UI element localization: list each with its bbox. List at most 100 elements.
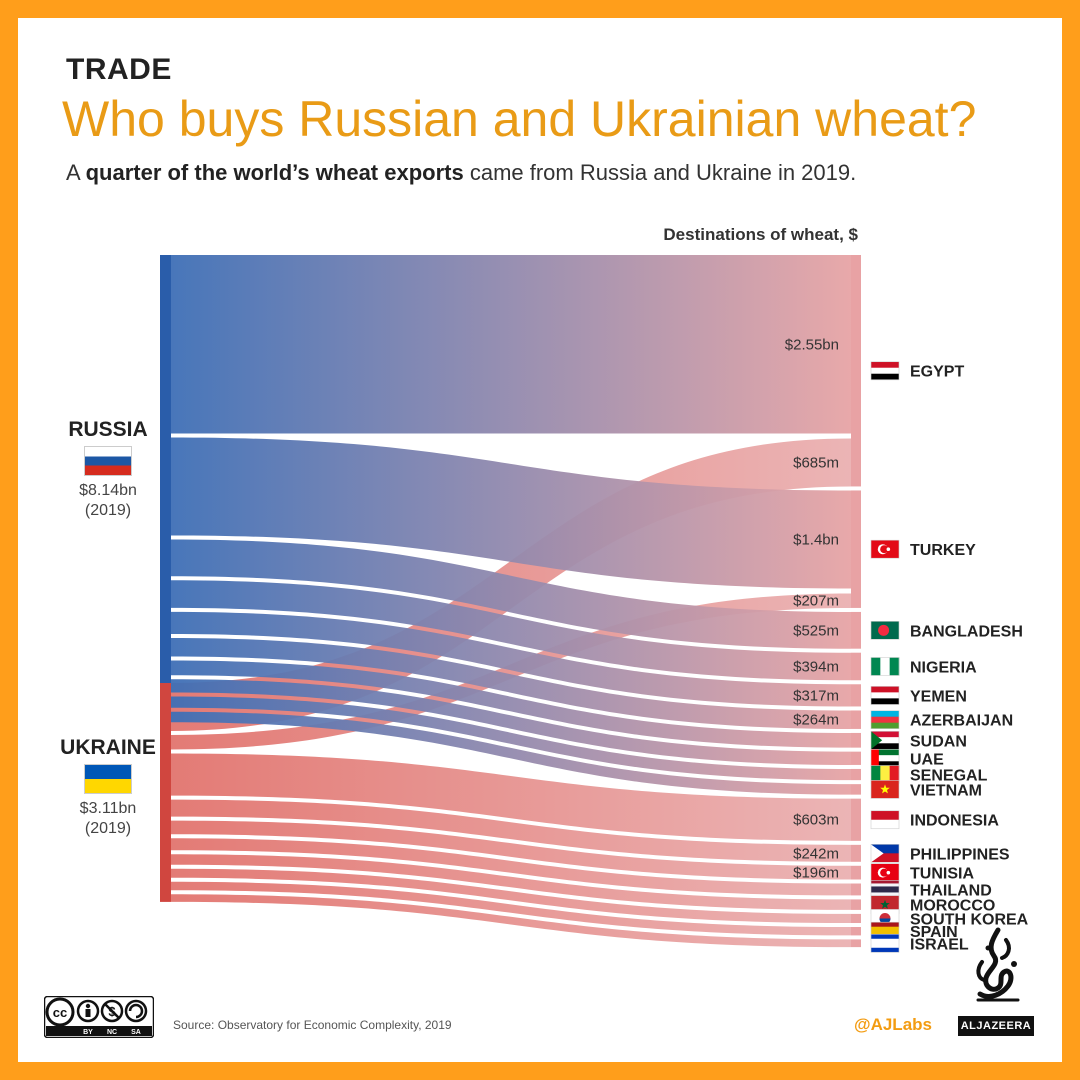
dest-bar-indonesia [851,798,861,841]
license-sa: SA [131,1029,141,1036]
flow-ukraine-thailand [171,838,851,896]
value-labels-layer: $2.55bn $685m $1.4bn $207m $525m $394m $317m $2… [785,336,839,881]
dest-bar-morocco [851,899,861,910]
value-label-philippines: $242m [793,845,839,862]
flow-ukraine-south-korea [171,868,851,924]
flow-ukraine-tunisia [171,820,851,880]
dest-bar-israel [851,939,861,948]
dest-bar-sudan [851,732,861,748]
subtitle-suffix: came from Russia and Ukraine in 2019. [463,160,857,185]
bangladesh-flag-icon [870,621,900,640]
dest-bar-yemen [851,684,861,707]
exporter-year: (2019) [84,820,132,837]
dest-label-senegal: SENEGAL [910,768,988,785]
dest-label-vietnam: VIETNAM [910,782,982,799]
dest-bar-bangladesh [851,611,861,649]
vietnam-flag-icon [870,780,900,799]
creative-commons-license-icon: cc $ BY NC SA [44,996,154,1038]
license-by: BY [83,1029,93,1036]
value-label-egypt: $685m [793,454,839,471]
dest-label-turkey: TURKEY [910,542,976,559]
dest-label-tunisia: TUNISIA [910,866,974,883]
flow-russia-azerbaijan [171,638,851,729]
turkey-flag-icon [870,539,900,559]
dest-label-sudan: SUDAN [910,733,967,750]
value-label-egypt: $2.55bn [785,336,839,353]
chart-title: Destinations of wheat, $ [663,225,858,244]
exporter-year: (2019) [84,502,132,519]
exporter-name: UKRAINE [60,736,156,759]
dest-bar-tunisia [851,865,861,880]
flow-ukraine-indonesia [171,753,851,841]
dest-label-bangladesh: BANGLADESH [910,623,1023,640]
dest-bar-nigeria [851,652,861,681]
value-label-turkey: $207m [793,593,839,610]
dest-label-philippines: PHILIPPINES [910,846,1010,863]
flow-russia-nigeria [171,580,851,681]
subtitle: A quarter of the world’s wheat exports c… [66,160,856,186]
tunisia-flag-icon [870,863,900,882]
dest-bar-philippines [851,844,861,862]
dest-bar-egypt [851,255,861,487]
flow-russia-bangladesh [171,539,851,649]
dest-bar-spain [851,927,861,936]
indonesia-flag-icon [870,810,900,830]
flow-russia-senegal [171,696,851,781]
flows-layer [171,255,851,948]
dest-bar-uae [851,751,861,765]
svg-text:cc: cc [53,1005,67,1020]
russia-flag-icon [84,446,132,476]
dest-bar-azerbaijan [851,710,861,729]
flow-ukraine-spain [171,881,851,936]
israel-flag-icon [870,933,900,953]
dest-label-azerbaijan: AZERBAIJAN [910,713,1013,730]
flow-ukraine-morocco [171,854,851,910]
flow-russia-uae [171,679,851,765]
dest-bar-thailand [851,883,861,896]
dest-bar-south-korea [851,913,861,924]
exporter-name: RUSSIA [68,418,148,441]
sudan-flag-icon [870,730,900,750]
flow-ukraine-philippines [171,799,851,862]
value-label-azerbaijan: $264m [793,712,839,729]
ajlabs-handle: @AJLabs [854,1015,932,1034]
al-jazeera-wordmark: ALJAZEERA [958,1016,1034,1036]
source-note: Source: Observatory for Economic Complex… [173,1018,452,1032]
egypt-flag-icon [870,361,900,381]
dest-bar-turkey [851,490,861,608]
value-label-yemen: $317m [793,687,839,704]
category-label: TRADE [66,53,172,86]
value-label-tunisia: $196m [793,865,839,882]
uae-flag-icon [870,748,900,768]
flow-ukraine-israel [171,894,851,948]
exporter-value: $3.11bn [79,800,137,817]
dest-label-south-korea: SOUTH KOREA [910,911,1029,928]
azerbaijan-flag-icon [870,710,900,730]
exporter-value: $8.14bn [79,482,137,499]
flow-russia-turkey [171,437,851,589]
dest-bar-senegal [851,768,861,781]
al-jazeera-logo-icon [976,927,1020,1002]
flow-russia-egypt [171,255,851,434]
philippines-flag-icon [870,844,900,863]
infographic-frame: TRADE Who buys Russian and Ukrainian whe… [18,18,1062,1062]
dest-label-uae: UAE [910,751,944,768]
flow-russia-sudan [171,660,851,748]
dest-label-egypt: EGYPT [910,364,964,381]
dest-label-nigeria: NIGERIA [910,659,977,676]
dest-label-israel: ISRAEL [910,936,969,953]
flow-russia-yemen [171,611,851,707]
value-label-indonesia: $603m [793,812,839,829]
subtitle-emphasis: quarter of the world’s wheat exports [85,160,464,185]
subtitle-prefix: A [66,160,86,185]
source-bar-ukraine [160,683,171,902]
source-bar-russia [160,255,171,723]
yemen-flag-icon [870,686,900,705]
dest-label-yemen: YEMEN [910,688,967,705]
dest-label-morocco: MOROCCO [910,898,995,915]
flow-russia-vietnam [171,711,851,795]
license-nc: NC [107,1029,117,1036]
dest-label-indonesia: INDONESIA [910,813,999,830]
value-label-bangladesh: $525m [793,622,839,639]
value-label-nigeria: $394m [793,658,839,675]
